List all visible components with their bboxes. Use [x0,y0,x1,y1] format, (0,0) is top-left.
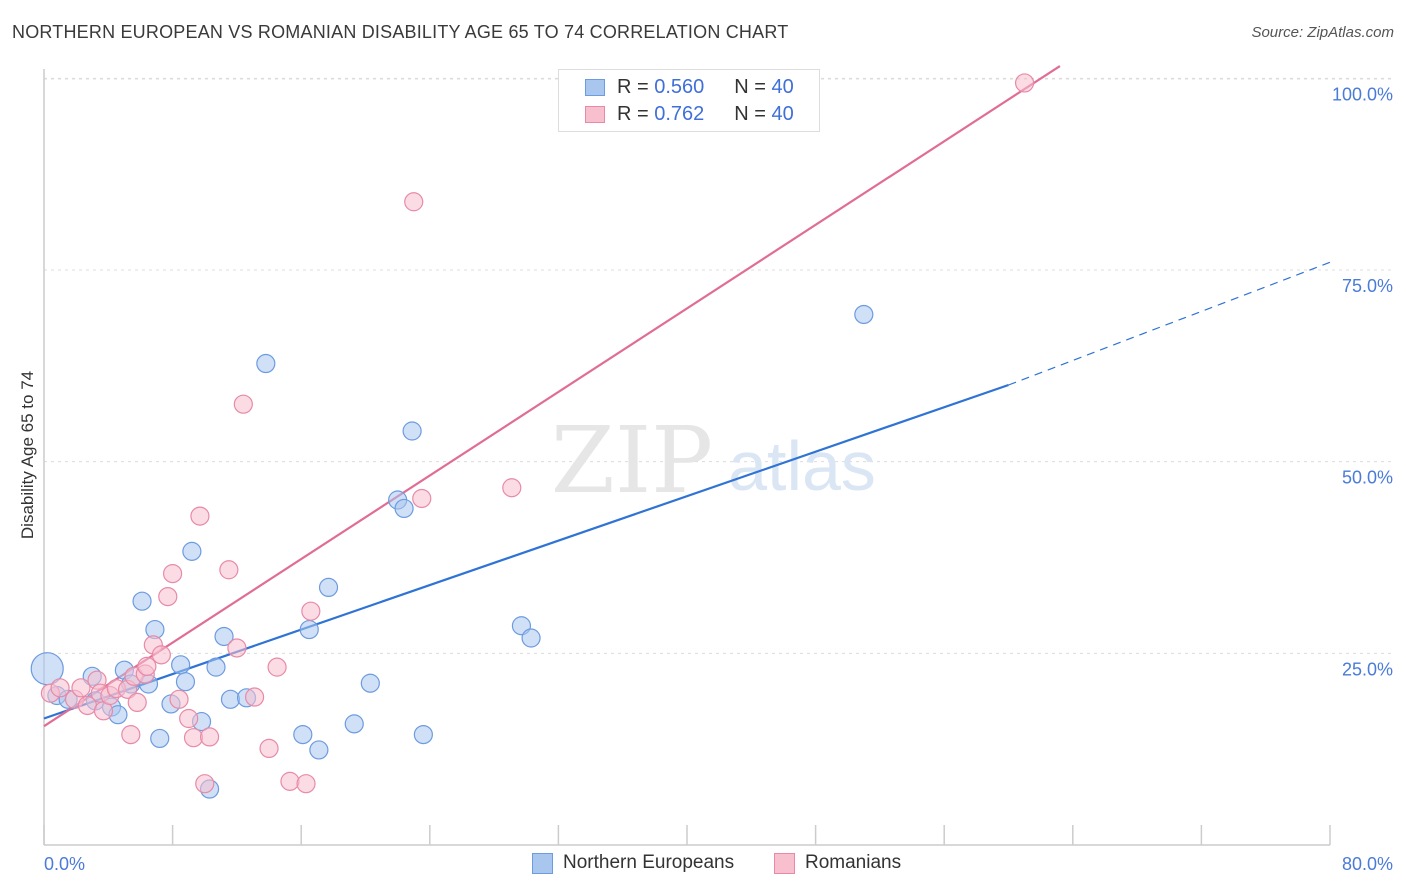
point-romanian [233,394,253,414]
point-romanian [151,645,171,665]
y-tick-label: 100.0% [1332,84,1393,104]
chart-title: NORTHERN EUROPEAN VS ROMANIAN DISABILITY… [12,22,789,42]
legend-item-northern-europeans: Northern Europeans [532,852,734,874]
point-romanian [404,192,424,212]
point-romanian [301,601,321,621]
point-romanian [163,563,183,584]
point-northern-european [214,626,234,647]
point-romanian [412,488,432,509]
legend-item-romanians: Romanians [774,852,901,874]
y-tick-label: 75.0% [1342,276,1393,296]
point-northern-european [182,541,202,561]
point-romanian [502,478,522,498]
y-tick-label: 50.0% [1342,468,1393,488]
legend-r-label: R = [617,102,649,125]
point-northern-european [413,724,433,745]
trend-line-romanians [43,65,1061,728]
point-northern-european [521,628,541,648]
point-romanian [127,692,147,713]
point-romanian [50,678,70,698]
point-northern-european [175,672,196,692]
point-northern-european [299,619,319,640]
point-romanian [219,560,239,580]
point-romanian [199,727,220,747]
trend-line-northern-europeans-extension [1008,261,1331,386]
x-tick-label: 0.0% [44,854,85,874]
axes [43,69,1331,846]
trend-line-northern-europeans [43,383,1009,720]
legend-n-label: N = [734,102,766,125]
stats-legend: R = 0.560 N = 40 R = 0.762 N = 40 [558,69,820,132]
legend-label: Northern Europeans [563,852,735,873]
point-northern-european [344,714,364,734]
x-tick-label: 80.0% [1342,854,1393,874]
point-romanian [183,728,204,748]
point-northern-european [256,353,276,374]
legend-n-label: N = [734,75,766,98]
legend-r-label: R = [617,75,649,98]
point-romanian [267,657,287,677]
y-tick-label: 25.0% [1342,659,1393,679]
point-romanian [137,656,157,676]
legend-n-value: 40 [771,102,794,125]
point-romanian [1014,73,1035,93]
point-northern-european [132,591,152,611]
watermark-zip: ZIP [551,407,713,514]
legend-r-value: 0.560 [654,75,705,98]
legend-row-romanians: R = 0.762 N = 40 [585,102,794,126]
points [30,73,1035,799]
point-northern-european [854,304,874,325]
point-romanian [158,586,178,607]
point-northern-european [171,655,191,675]
point-northern-european [220,689,241,709]
legend-swatch-blue [585,78,605,96]
tick-labels: 25.0% 50.0% 75.0% 100.0% 0.0% 80.0% [44,84,1393,874]
legend-swatch-pink [585,105,605,123]
point-northern-european [360,673,380,693]
point-northern-european [309,740,329,760]
point-northern-european [150,728,170,749]
point-romanian [280,771,300,791]
legend-swatch-blue [532,852,553,874]
point-romanian [227,638,247,658]
watermark: ZIP atlas [551,407,876,514]
point-romanian [71,678,91,698]
point-romanian [259,738,279,759]
point-romanian [244,687,265,707]
point-romanian [296,774,316,794]
point-romanian [195,774,215,794]
legend-label: Romanians [805,852,902,873]
source-credit: Source: ZipAtlas.com [1251,24,1394,41]
point-northern-european [394,498,414,519]
trend-lines [43,65,1331,728]
legend-swatch-pink [774,852,795,874]
point-romanian [179,708,199,729]
point-romanian [190,506,210,526]
point-northern-european [402,421,422,441]
point-northern-european [293,724,313,745]
legend-n-value: 40 [771,75,794,98]
point-romanian [121,724,141,745]
y-axis-label: Disability Age 65 to 74 [18,370,37,540]
point-northern-european [318,577,339,598]
grid [44,77,1392,654]
legend-row-northern-europeans: R = 0.560 N = 40 [585,75,794,99]
point-romanian [169,689,189,709]
legend-r-value: 0.762 [654,102,705,125]
point-northern-european [206,657,226,677]
